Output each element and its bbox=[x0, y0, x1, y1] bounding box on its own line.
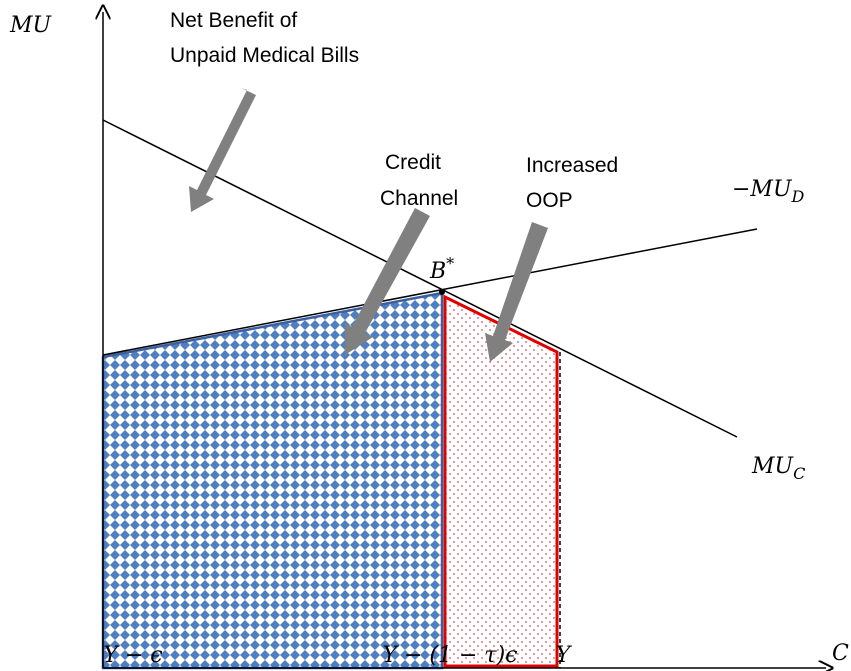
arrows bbox=[189, 88, 548, 362]
b-star-point bbox=[439, 289, 445, 295]
arrow bbox=[485, 222, 548, 362]
label-main: MU bbox=[751, 454, 795, 479]
arrow bbox=[345, 208, 430, 355]
annotation: Increased bbox=[526, 154, 618, 177]
credit-area bbox=[101, 291, 444, 670]
annotation: Credit bbox=[385, 151, 441, 174]
point-label: B* bbox=[429, 254, 454, 284]
label-sub: C bbox=[793, 464, 805, 483]
annotation: Unpaid Medical Bills bbox=[170, 44, 359, 67]
label-main: B bbox=[429, 259, 446, 284]
label-main: −MU bbox=[732, 177, 793, 202]
annotation: Net Benefit of bbox=[170, 9, 297, 32]
curve-label: MUC bbox=[751, 454, 805, 483]
x-axis-label: C bbox=[832, 641, 849, 666]
annotation: Channel bbox=[380, 187, 458, 210]
oop-area bbox=[443, 294, 559, 668]
x-point-label: Y − (1 − τ)ϵ bbox=[382, 643, 517, 668]
x-point-label: Y bbox=[556, 643, 573, 668]
label-sup: * bbox=[446, 254, 454, 273]
annotation: OOP bbox=[526, 189, 573, 212]
mu-d-line bbox=[102, 228, 758, 356]
curve-label: −MUD bbox=[732, 177, 805, 206]
arrow bbox=[189, 88, 256, 212]
label-sub: D bbox=[791, 187, 805, 206]
x-point-label: Y − ϵ bbox=[103, 643, 162, 668]
y-axis-label: MU bbox=[9, 13, 53, 38]
